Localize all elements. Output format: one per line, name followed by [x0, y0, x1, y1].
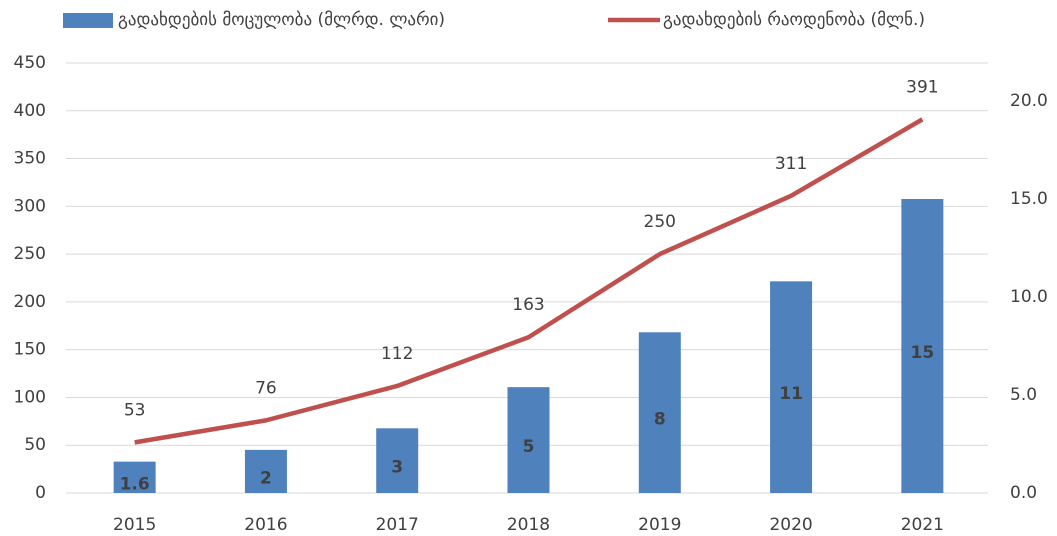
bar: [770, 281, 813, 493]
x-tick-label: 2017: [376, 515, 419, 535]
y-tick-label: 250: [14, 244, 46, 264]
bar: [507, 387, 550, 493]
y-tick-label: 0: [35, 483, 46, 503]
y-tick-label: 100: [14, 387, 46, 407]
y-tick-label: 200: [14, 292, 46, 312]
line-label: 53: [124, 400, 146, 420]
bar-label: 5: [523, 437, 535, 457]
x-tick-label: 2015: [113, 515, 156, 535]
y2-tick-label: 0.0: [1010, 483, 1037, 503]
x-tick-label: 2021: [901, 515, 944, 535]
bar: [638, 332, 681, 493]
bar-label: 11: [779, 384, 803, 404]
y-tick-label: 150: [14, 340, 46, 360]
y2-tick-label: 20.0: [1010, 91, 1048, 111]
x-tick-label: 2016: [244, 515, 287, 535]
line-label: 112: [381, 344, 413, 364]
legend-swatch: [63, 13, 113, 28]
line-label: 76: [255, 378, 277, 398]
y-tick-label: 50: [24, 435, 46, 455]
y-tick-label: 300: [14, 196, 46, 216]
y2-tick-label: 10.0: [1010, 287, 1048, 307]
bar-label: 8: [654, 410, 666, 430]
line-label: 250: [644, 212, 676, 232]
x-tick-label: 2018: [507, 515, 550, 535]
x-tick-label: 2020: [769, 515, 812, 535]
bar: [376, 428, 419, 493]
line-label: 163: [512, 295, 544, 315]
y2-tick-label: 15.0: [1010, 189, 1048, 209]
bar-label: 15: [911, 343, 935, 363]
y-tick-label: 400: [14, 101, 46, 121]
bar-label: 2: [260, 468, 272, 488]
y2-tick-label: 5.0: [1010, 385, 1037, 405]
bar: [113, 461, 156, 493]
x-tick-label: 2019: [638, 515, 681, 535]
bar: [901, 199, 944, 493]
bar: [244, 449, 287, 493]
line-label: 311: [775, 154, 807, 174]
bar-label: 1.6: [120, 474, 150, 494]
y-tick-label: 450: [14, 53, 46, 73]
line: [134, 117, 924, 445]
line-label: 391: [906, 77, 938, 97]
y-tick-label: 350: [14, 149, 46, 169]
bar-label: 3: [391, 458, 403, 478]
legend-label: გადახდების რაოდენობა (მლნ.): [663, 10, 925, 30]
legend-label: გადახდების მოცულობა (მლრდ. ლარი): [118, 10, 445, 30]
